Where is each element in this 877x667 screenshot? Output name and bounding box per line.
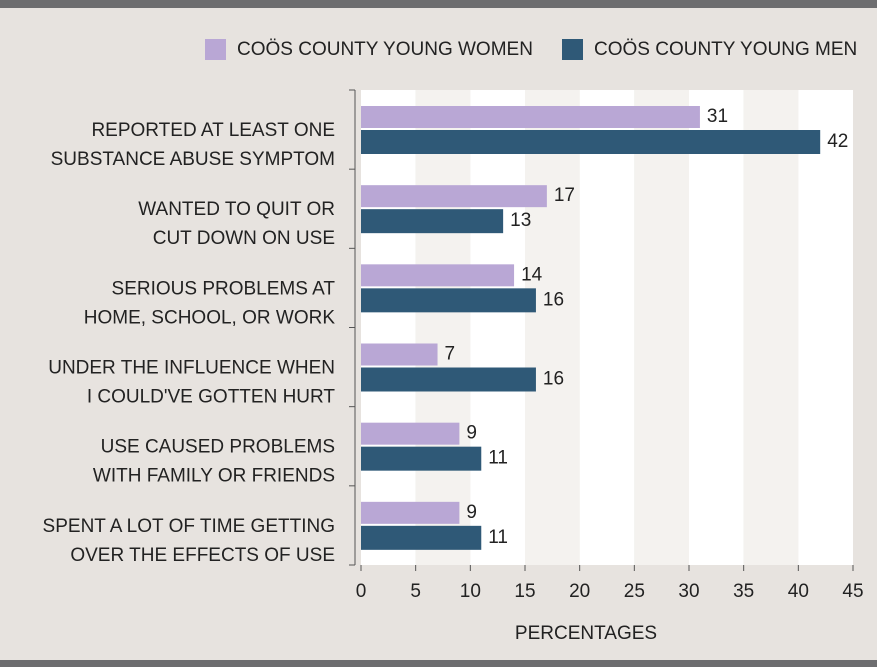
x-tick-label: 10 — [460, 581, 481, 602]
bar — [361, 446, 482, 471]
x-tick-label: 5 — [410, 581, 421, 602]
bar — [361, 209, 504, 234]
value-label: 16 — [543, 289, 564, 310]
bar — [361, 367, 536, 392]
value-label: 42 — [827, 131, 848, 152]
bar — [361, 288, 536, 313]
category-label: OVER THE EFFECTS OF USE — [70, 545, 335, 566]
category-label: CUT DOWN ON USE — [153, 228, 335, 249]
x-tick-label: 40 — [788, 581, 809, 602]
category-label: REPORTED AT LEAST ONE — [91, 120, 335, 141]
legend-label: COÖS COUNTY YOUNG WOMEN — [237, 39, 533, 60]
grid-band — [579, 90, 635, 565]
legend-label: COÖS COUNTY YOUNG MEN — [594, 39, 857, 60]
x-axis-label: PERCENTAGES — [515, 623, 657, 644]
value-label: 16 — [543, 369, 564, 390]
grid-band — [743, 90, 799, 565]
x-tick-label: 45 — [842, 581, 863, 602]
bar — [361, 130, 821, 154]
category-label: HOME, SCHOOL, OR WORK — [84, 307, 336, 328]
bar — [361, 106, 700, 128]
value-label: 13 — [510, 210, 531, 231]
value-label: 9 — [466, 502, 477, 523]
category-label: USE CAUSED PROBLEMS — [101, 437, 335, 458]
grid-band — [525, 90, 580, 565]
grid-band — [361, 90, 416, 565]
category-label: WANTED TO QUIT OR — [138, 199, 335, 220]
x-tick-label: 30 — [678, 581, 699, 602]
value-label: 9 — [466, 423, 477, 444]
grid-band — [798, 90, 853, 565]
bottom-border — [0, 660, 877, 667]
value-label: 31 — [707, 106, 728, 127]
top-border — [0, 0, 877, 8]
value-label: 11 — [488, 448, 508, 469]
bar — [361, 185, 547, 208]
grid-band — [689, 90, 744, 565]
x-tick-label: 20 — [569, 581, 590, 602]
bar — [361, 422, 460, 445]
grid-band — [634, 90, 689, 565]
legend-swatch — [562, 39, 583, 60]
value-label: 11 — [488, 527, 508, 548]
bar — [361, 501, 460, 524]
bar — [361, 343, 438, 366]
category-label: I COULD'VE GOTTEN HURT — [87, 387, 336, 408]
bar — [361, 525, 482, 550]
value-label: 17 — [554, 185, 575, 206]
bar — [361, 264, 515, 287]
category-label: SERIOUS PROBLEMS AT — [112, 278, 336, 299]
x-tick-label: 15 — [514, 581, 535, 602]
category-label: SPENT A LOT OF TIME GETTING — [43, 516, 335, 537]
grid-band — [415, 90, 471, 565]
x-tick-label: 25 — [624, 581, 645, 602]
legend-swatch — [205, 39, 226, 60]
x-tick-label: 35 — [733, 581, 754, 602]
x-tick-label: 0 — [356, 581, 367, 602]
value-label: 7 — [445, 344, 456, 365]
category-label: UNDER THE INFLUENCE WHEN — [48, 358, 335, 379]
grid-band — [470, 90, 525, 565]
category-label: WITH FAMILY OR FRIENDS — [93, 466, 335, 487]
value-label: 14 — [521, 264, 543, 285]
category-label: SUBSTANCE ABUSE SYMPTOM — [51, 149, 335, 170]
